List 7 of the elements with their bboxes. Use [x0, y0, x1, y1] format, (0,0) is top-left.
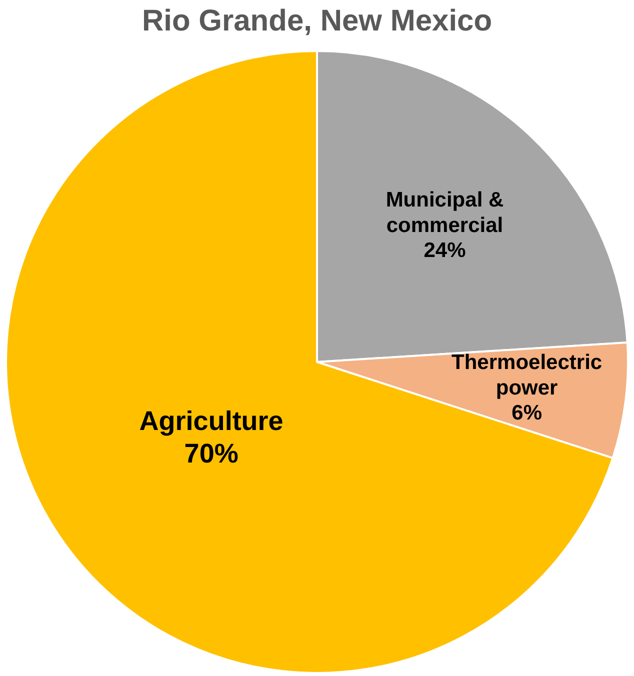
data-label: 24% — [424, 238, 466, 262]
data-label: 70% — [184, 438, 238, 468]
slice-label: Agriculture — [139, 406, 284, 436]
slice-label: Municipal & commercial — [386, 188, 504, 237]
data-label: 6% — [512, 402, 542, 424]
slice-label: Thermoelectric power — [452, 351, 602, 400]
chart-title: Rio Grande, New Mexico — [142, 4, 492, 38]
